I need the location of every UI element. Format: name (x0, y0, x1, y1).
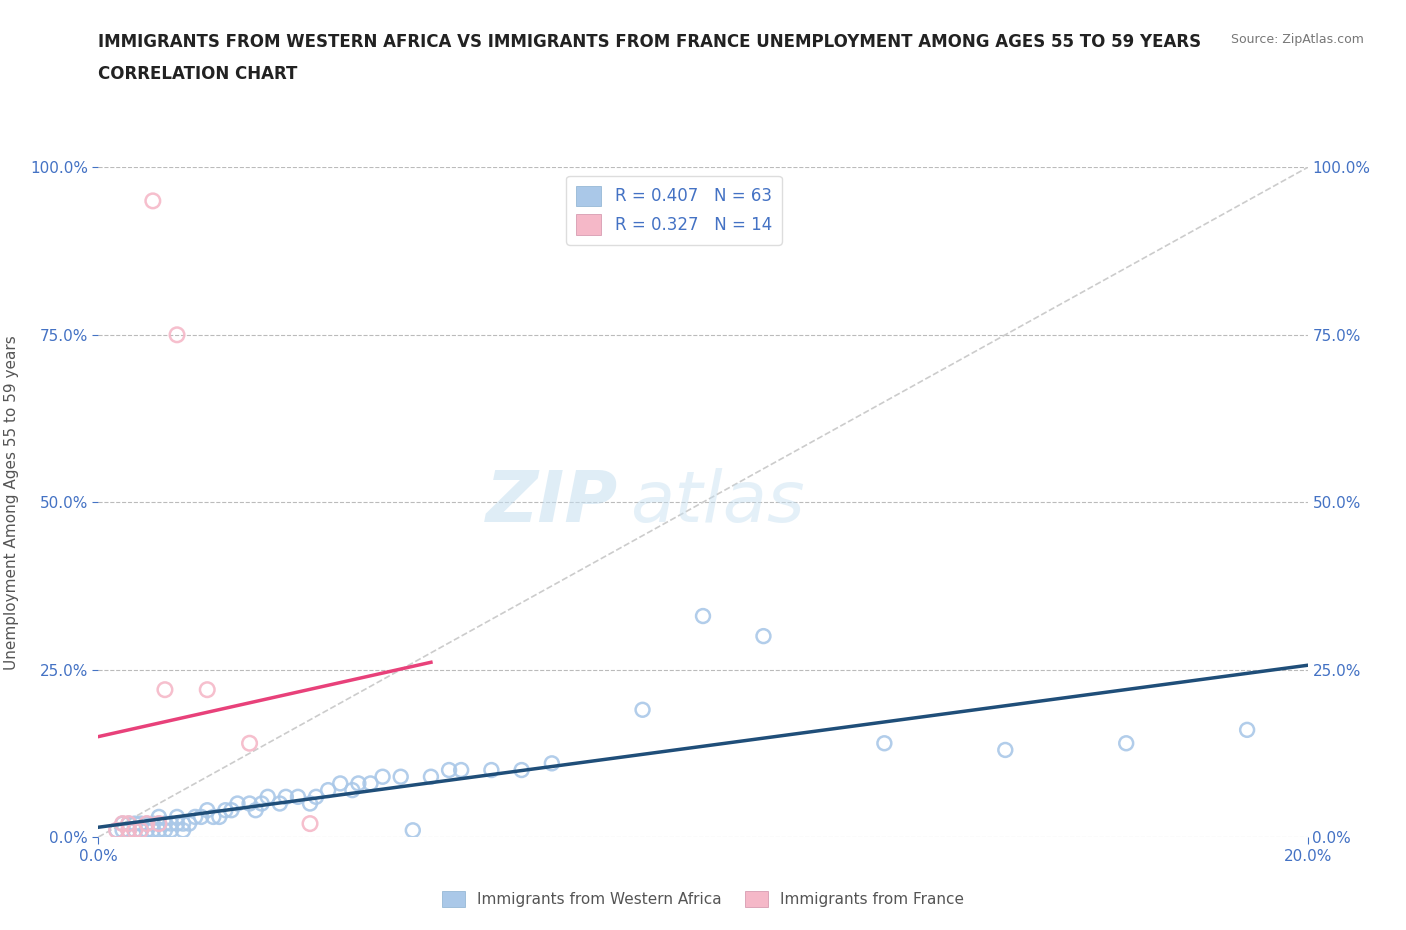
Text: Source: ZipAtlas.com: Source: ZipAtlas.com (1230, 33, 1364, 46)
Point (540, 756, 562, 771)
Point (172, 817, 194, 831)
Point (129, 823, 152, 838)
Point (360, 776, 382, 790)
Point (184, 809, 207, 824)
Point (118, 817, 141, 831)
Point (208, 809, 231, 824)
Point (124, 823, 146, 838)
Point (153, 823, 176, 838)
Point (195, 683, 218, 698)
Point (153, 817, 176, 831)
Point (329, 776, 352, 790)
Point (142, 193, 165, 208)
Point (245, 803, 267, 817)
Point (195, 803, 218, 817)
Point (172, 823, 194, 838)
Point (214, 803, 236, 817)
Point (269, 796, 291, 811)
Point (111, 817, 134, 831)
Point (239, 736, 262, 751)
Point (105, 823, 128, 838)
Point (179, 817, 201, 831)
Point (631, 702, 654, 717)
Point (166, 809, 188, 824)
Point (124, 823, 146, 838)
Y-axis label: Unemployment Among Ages 55 to 59 years: Unemployment Among Ages 55 to 59 years (4, 335, 18, 670)
Point (481, 763, 503, 777)
Point (166, 817, 188, 831)
Point (153, 683, 176, 698)
Point (692, 608, 714, 623)
Point (148, 817, 170, 831)
Point (287, 790, 309, 804)
Text: atlas: atlas (630, 468, 806, 537)
Point (148, 817, 170, 831)
Point (111, 817, 134, 831)
Point (752, 629, 775, 644)
Point (118, 823, 141, 838)
Point (129, 823, 152, 838)
Point (226, 796, 249, 811)
Point (239, 796, 262, 811)
Point (250, 796, 273, 811)
Point (129, 817, 152, 831)
Point (202, 809, 225, 824)
Point (148, 809, 170, 824)
Point (111, 823, 134, 838)
Point (166, 327, 188, 342)
Point (135, 817, 157, 831)
Point (994, 742, 1017, 757)
Text: IMMIGRANTS FROM WESTERN AFRICA VS IMMIGRANTS FROM FRANCE UNEMPLOYMENT AMONG AGES: IMMIGRANTS FROM WESTERN AFRICA VS IMMIGR… (98, 33, 1202, 50)
Point (402, 823, 425, 838)
Point (148, 823, 170, 838)
Point (160, 817, 183, 831)
Point (437, 763, 460, 777)
Text: ZIP: ZIP (486, 468, 619, 537)
Point (1115, 736, 1137, 751)
Point (305, 790, 328, 804)
Point (118, 823, 141, 838)
Point (316, 783, 339, 798)
Point (347, 776, 370, 790)
Point (299, 817, 322, 831)
Point (873, 736, 896, 751)
Legend: Immigrants from Western Africa, Immigrants from France: Immigrants from Western Africa, Immigran… (436, 884, 970, 913)
Point (299, 796, 322, 811)
Point (371, 769, 394, 784)
Point (160, 823, 183, 838)
Point (1236, 723, 1258, 737)
Point (342, 783, 364, 798)
Point (256, 790, 278, 804)
Point (142, 823, 165, 838)
Point (135, 823, 157, 838)
Point (135, 817, 157, 831)
Point (118, 817, 141, 831)
Point (221, 803, 243, 817)
Point (420, 769, 443, 784)
Point (510, 763, 533, 777)
Point (105, 823, 128, 838)
Point (142, 817, 165, 831)
Point (389, 769, 412, 784)
Point (274, 790, 297, 804)
Point (450, 763, 472, 777)
Point (124, 817, 146, 831)
Text: CORRELATION CHART: CORRELATION CHART (98, 65, 298, 83)
Point (190, 809, 212, 824)
